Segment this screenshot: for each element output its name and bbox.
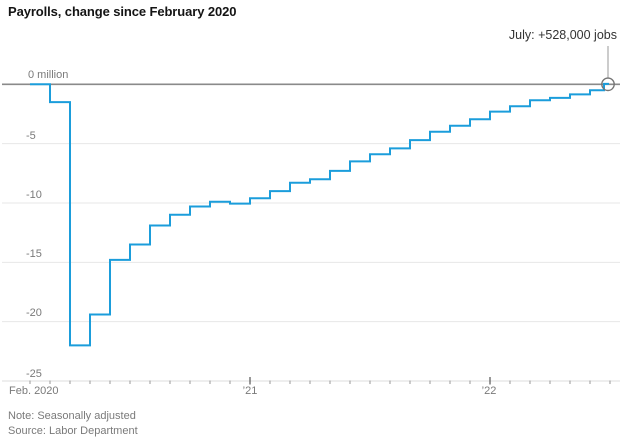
- x-axis-label-feb-2020: Feb. 2020: [9, 385, 59, 397]
- y-axis-label-10: -10: [26, 189, 42, 201]
- annotation-label: July: +528,000 jobs: [508, 28, 617, 42]
- y-axis-label-5: -5: [26, 130, 36, 142]
- end-point-marker: [601, 77, 615, 92]
- y-axis-label-zero: 0 million: [28, 69, 69, 81]
- y-axis-label-20: -20: [26, 307, 42, 319]
- chart-source: Source: Labor Department: [8, 425, 138, 437]
- x-axis-label-2021: ’21: [242, 385, 258, 397]
- payrolls-step-line: [30, 82, 609, 347]
- chart-note: Note: Seasonally adjusted: [8, 410, 136, 422]
- y-axis-label-25: -25: [26, 368, 42, 380]
- x-axis-label-2022: ’22: [481, 385, 497, 397]
- y-axis-label-15: -15: [26, 248, 42, 260]
- chart-title: Payrolls, change since February 2020: [8, 4, 237, 19]
